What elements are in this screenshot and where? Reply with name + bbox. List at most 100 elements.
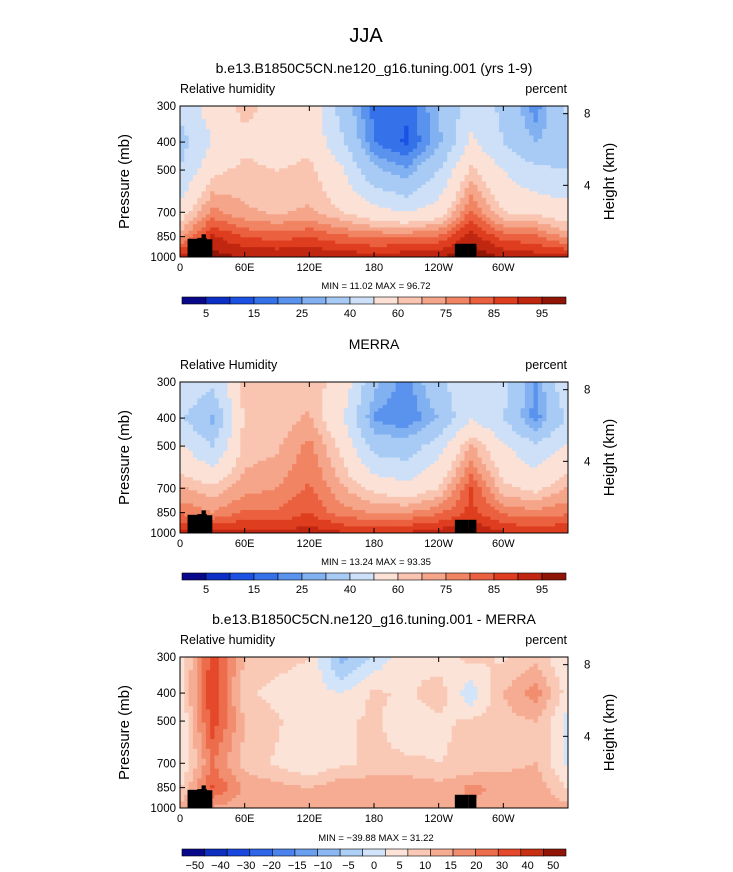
contour-cell: [210, 174, 215, 179]
contour-cell: [533, 168, 539, 173]
contour-cell: [261, 253, 267, 258]
contour-cell: [326, 171, 332, 176]
contour-cell: [201, 145, 207, 150]
contour-cell: [464, 174, 470, 179]
contour-cell: [266, 220, 272, 225]
contour-cell: [468, 138, 474, 143]
contour-cell: [223, 119, 228, 123]
contour-cell: [481, 207, 487, 212]
contour-cell: [248, 151, 254, 156]
contour-cell: [274, 217, 280, 222]
contour-cell: [330, 404, 336, 409]
contour-cell: [214, 404, 220, 409]
contour-cell: [201, 161, 207, 166]
contour-cell: [533, 398, 539, 403]
contour-cell: [192, 165, 198, 169]
contour-cell: [231, 119, 237, 123]
contour-cell: [537, 247, 543, 251]
contour-cell: [417, 181, 422, 186]
contour-cell: [300, 385, 306, 390]
contour-cell: [378, 128, 384, 133]
contour-cell: [214, 191, 220, 196]
contour-cell: [287, 395, 293, 399]
contour-cell: [257, 106, 263, 110]
contour-cell: [460, 181, 466, 186]
contour-cell: [300, 401, 306, 406]
contour-cell: [270, 237, 276, 242]
contour-cell: [537, 391, 543, 396]
contour-cell: [421, 234, 427, 238]
contour-cell: [421, 178, 427, 182]
contour-cell: [326, 184, 332, 189]
contour-cell: [434, 404, 440, 409]
contour-cell: [404, 148, 409, 153]
contour-cell: [408, 188, 414, 192]
contour-cell: [386, 391, 392, 396]
contour-cell: [361, 155, 366, 160]
contour-cell: [184, 398, 190, 403]
contour-cell: [348, 197, 353, 202]
contour-cell: [533, 388, 539, 393]
contour-cell: [486, 128, 491, 133]
contour-cell: [361, 220, 366, 225]
contour-cell: [412, 382, 418, 386]
contour-cell: [507, 240, 513, 245]
contour-cell: [339, 204, 345, 209]
contour-cell: [408, 174, 414, 179]
contour-cell: [296, 138, 302, 143]
contour-cell: [438, 109, 444, 114]
contour-cell: [395, 184, 401, 189]
contour-cell: [330, 138, 336, 143]
contour-cell: [503, 161, 509, 166]
contour-cell: [253, 250, 259, 255]
contour-cell: [343, 171, 349, 176]
contour-cell: [192, 174, 198, 179]
contour-cell: [468, 112, 474, 117]
contour-cell: [533, 125, 539, 130]
contour-cell: [339, 230, 345, 235]
contour-cell: [408, 135, 414, 140]
topography-block: [205, 239, 213, 257]
contour-cell: [490, 125, 496, 130]
contour-cell: [214, 207, 220, 212]
contour-cell: [451, 234, 457, 238]
contour-cell: [352, 194, 358, 199]
contour-cell: [253, 382, 259, 386]
contour-cell: [274, 161, 280, 166]
contour-cell: [412, 112, 418, 117]
contour-cell: [253, 408, 259, 413]
contour-cell: [274, 404, 280, 409]
contour-cell: [214, 145, 220, 150]
contour-cell: [434, 109, 440, 114]
contour-cell: [218, 181, 224, 186]
contour-cell: [421, 158, 427, 163]
contour-cell: [408, 224, 414, 228]
contour-cell: [451, 112, 457, 117]
contour-cell: [339, 234, 345, 238]
contour-cell: [503, 135, 509, 140]
contour-cell: [516, 181, 522, 186]
contour-cell: [279, 191, 284, 196]
contour-cell: [507, 224, 513, 228]
contour-cell: [503, 145, 509, 150]
contour-cell: [205, 227, 211, 232]
contour-cell: [533, 382, 539, 386]
contour-cell: [477, 119, 483, 123]
contour-cell: [317, 115, 323, 120]
contour-cell: [201, 115, 207, 120]
colorbar-label: 75: [440, 308, 452, 320]
contour-cell: [210, 106, 215, 110]
contour-cell: [283, 220, 289, 225]
contour-cell: [442, 181, 448, 186]
contour-cell: [330, 240, 336, 245]
contour-cell: [386, 106, 392, 110]
contour-cell: [425, 211, 431, 215]
contour-cell: [511, 388, 517, 393]
contour-cell: [417, 240, 422, 245]
contour-cell: [516, 250, 522, 255]
contour-cell: [555, 395, 560, 399]
contour-cell: [399, 194, 405, 199]
contour-cell: [537, 106, 543, 110]
contour-cell: [412, 250, 418, 255]
contour-cell: [317, 385, 323, 390]
